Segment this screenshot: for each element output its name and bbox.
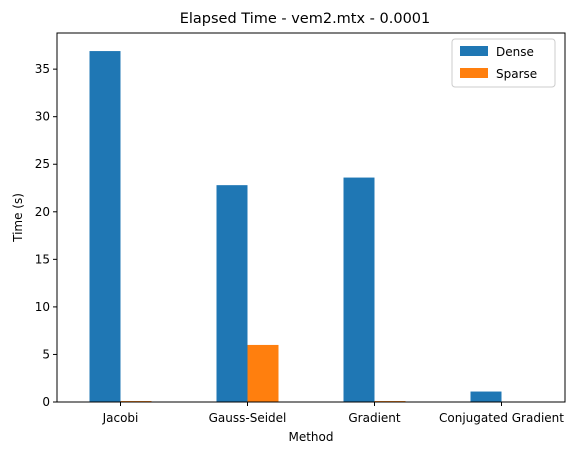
legend-label-sparse: Sparse (496, 67, 537, 81)
y-tick-label: 0 (42, 395, 50, 409)
y-tick-label: 5 (42, 347, 50, 361)
chart-title: Elapsed Time - vem2.mtx - 0.0001 (180, 11, 431, 27)
y-axis: 0 5 10 15 20 25 30 35 (35, 62, 57, 409)
y-axis-label: Time (s) (11, 193, 25, 243)
bar-dense-gauss-seidel (216, 185, 248, 402)
bar-dense-gradient (343, 177, 375, 402)
y-tick-label: 35 (35, 62, 50, 76)
y-tick-label: 20 (35, 205, 50, 219)
x-tick-label: Gauss-Seidel (209, 411, 287, 425)
y-tick-label: 10 (35, 300, 50, 314)
plot-area-frame (56, 32, 566, 403)
y-tick-label: 25 (35, 157, 50, 171)
legend-label-dense: Dense (496, 45, 534, 59)
x-tick-label: Conjugated Gradient (439, 411, 564, 425)
bars-group (89, 51, 533, 402)
legend-swatch-dense (460, 46, 488, 56)
bar-dense-conjugated-gradient (470, 391, 502, 402)
bar-dense-jacobi (89, 51, 121, 402)
x-tick-label: Gradient (348, 411, 401, 425)
bar-sparse-gauss-seidel (247, 344, 279, 402)
x-axis: Jacobi Gauss-Seidel Gradient Conjugated Gra… (102, 402, 564, 425)
x-tick-label: Jacobi (102, 411, 139, 425)
y-tick-label: 15 (35, 252, 50, 266)
legend-swatch-sparse (460, 68, 488, 78)
y-tick-label: 30 (35, 110, 50, 124)
legend: Dense Sparse (451, 38, 556, 88)
x-axis-label: Method (288, 430, 333, 444)
